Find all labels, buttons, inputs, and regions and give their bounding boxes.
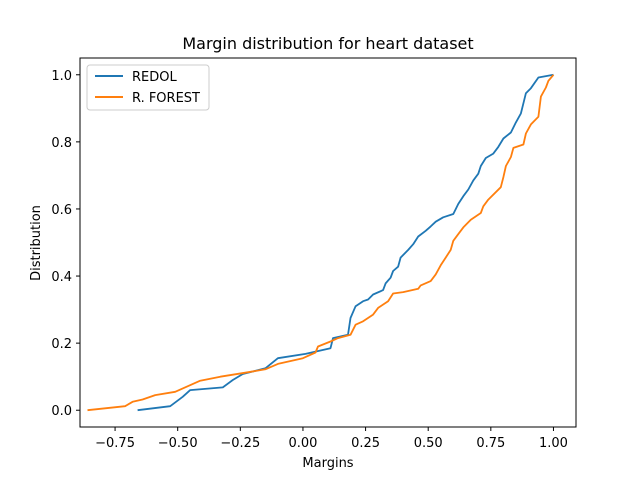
y-tick-label: 0.6 bbox=[51, 203, 72, 218]
series-line-redol bbox=[137, 73, 554, 412]
y-axis-label: Distribution bbox=[29, 205, 44, 281]
y-ticks: 0.0 0.2 0.4 0.6 0.8 1.0 bbox=[51, 69, 80, 419]
x-tick-label: 0.50 bbox=[414, 436, 443, 451]
legend-label-redol: REDOL bbox=[132, 70, 177, 85]
series-line-r-forest bbox=[87, 74, 555, 412]
axes-layer bbox=[79, 57, 577, 428]
x-tick-label: −0.75 bbox=[95, 436, 135, 451]
y-tick-label: 0.2 bbox=[51, 337, 72, 352]
x-ticks: −0.75 −0.50 −0.25 0.00 0.25 0.50 0.75 1.00 bbox=[95, 427, 568, 451]
legend-label-rforest: R. FOREST bbox=[132, 91, 200, 106]
series-layer bbox=[87, 73, 555, 412]
x-tick-label: 0.25 bbox=[351, 436, 380, 451]
x-tick-label: 0.00 bbox=[288, 436, 317, 451]
y-tick-label: 0.8 bbox=[51, 136, 72, 151]
x-tick-label: −0.50 bbox=[158, 436, 198, 451]
plot-frame bbox=[79, 57, 577, 428]
x-tick-label: −0.25 bbox=[220, 436, 260, 451]
x-axis-label: Margins bbox=[302, 456, 353, 471]
x-tick-label: 0.75 bbox=[476, 436, 505, 451]
y-tick-label: 1.0 bbox=[51, 69, 72, 84]
y-tick-label: 0.0 bbox=[51, 404, 72, 419]
legend: REDOL R. FOREST bbox=[86, 64, 210, 111]
chart-title: Margin distribution for heart dataset bbox=[182, 34, 473, 53]
x-tick-label: 1.00 bbox=[539, 436, 568, 451]
y-tick-label: 0.4 bbox=[51, 270, 72, 285]
